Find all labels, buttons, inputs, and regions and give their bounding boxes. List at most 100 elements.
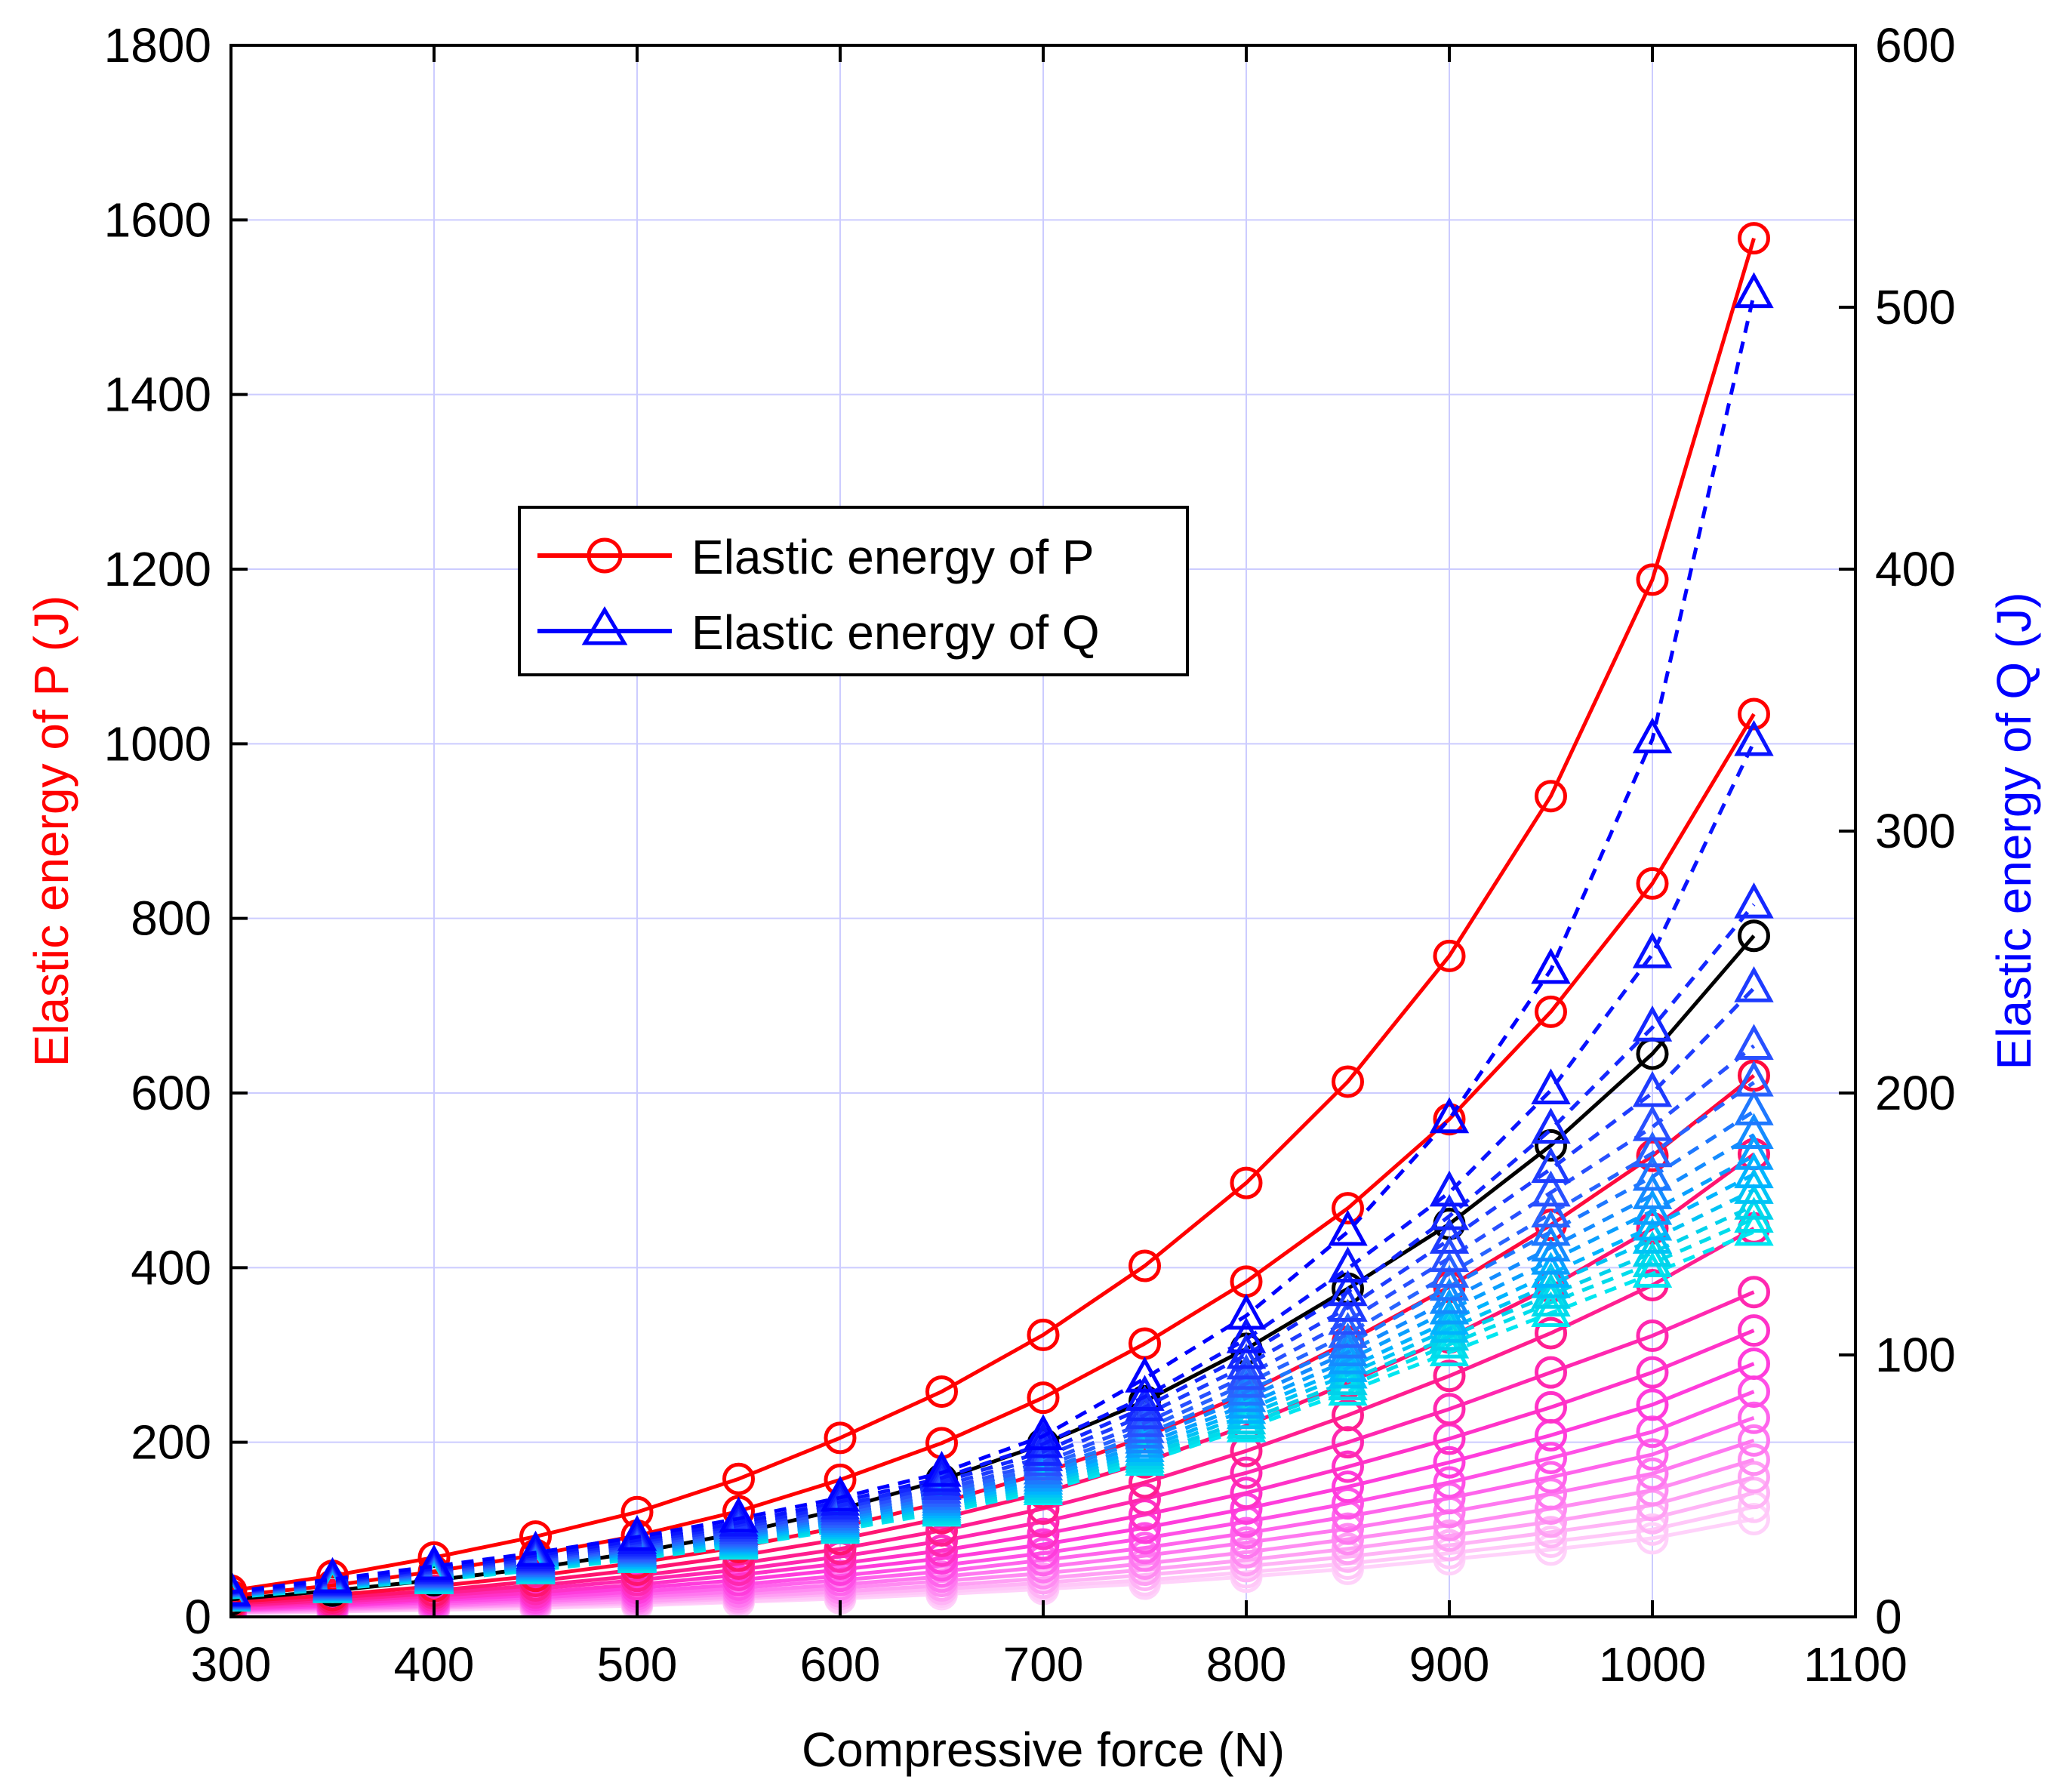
data-point-circle bbox=[1738, 1276, 1770, 1309]
data-point-triangle bbox=[1531, 1252, 1571, 1288]
data-point-triangle bbox=[617, 1514, 657, 1551]
data-point-circle bbox=[1535, 780, 1567, 813]
data-point-triangle bbox=[1429, 1236, 1470, 1273]
data-point-triangle bbox=[1328, 1369, 1368, 1406]
data-point-circle bbox=[1230, 1166, 1263, 1199]
data-point-circle bbox=[1332, 1512, 1364, 1545]
data-point-triangle bbox=[922, 1460, 962, 1496]
x-axis-title: Compressive force (N) bbox=[802, 1723, 1285, 1777]
data-point-triangle bbox=[1531, 1291, 1571, 1327]
y-tick-label-right: 400 bbox=[1875, 542, 1956, 596]
series-line-P9 bbox=[231, 1362, 1755, 1612]
data-point-triangle bbox=[1429, 1288, 1470, 1325]
data-point-circle bbox=[1535, 1526, 1567, 1559]
data-point-circle bbox=[925, 1375, 958, 1409]
data-point-triangle bbox=[1632, 1218, 1673, 1254]
data-point-triangle bbox=[922, 1450, 962, 1487]
series-line-Q2 bbox=[231, 741, 1756, 1595]
data-point-circle bbox=[1738, 919, 1770, 953]
data-point-triangle bbox=[922, 1455, 962, 1492]
data-point-circle bbox=[1230, 1456, 1263, 1489]
data-point-circle bbox=[824, 1421, 857, 1455]
data-point-triangle bbox=[922, 1464, 962, 1500]
data-point-triangle bbox=[1023, 1435, 1064, 1471]
data-point-triangle bbox=[1125, 1393, 1165, 1430]
data-point-circle bbox=[1332, 1450, 1364, 1483]
data-point-triangle bbox=[1734, 1209, 1774, 1246]
x-tick-label: 600 bbox=[800, 1637, 881, 1692]
data-point-circle bbox=[1738, 697, 1770, 731]
data-point-circle bbox=[1636, 1356, 1669, 1389]
data-point-triangle bbox=[820, 1483, 861, 1520]
data-point-triangle bbox=[1429, 1298, 1470, 1335]
y-tick-label-left: 1600 bbox=[104, 192, 211, 247]
data-point-triangle bbox=[719, 1500, 759, 1537]
data-point-triangle bbox=[1531, 1273, 1571, 1309]
data-point-circle bbox=[1433, 939, 1466, 972]
data-point-triangle bbox=[1734, 1089, 1774, 1125]
data-point-triangle bbox=[1734, 1196, 1774, 1233]
y-tick-label-right: 100 bbox=[1875, 1328, 1956, 1382]
data-point-triangle bbox=[1023, 1440, 1064, 1476]
data-point-triangle bbox=[231, 1569, 251, 1606]
axes: 300 400 500 600 700 800 900 1000 110002004006008… bbox=[104, 18, 1956, 1692]
data-point-circle bbox=[925, 1534, 958, 1567]
data-point-triangle bbox=[1125, 1412, 1165, 1449]
data-point-circle bbox=[1230, 1516, 1263, 1550]
data-point-triangle bbox=[820, 1479, 861, 1516]
series-P1 bbox=[231, 222, 1770, 1607]
data-point-circle bbox=[1332, 1065, 1364, 1098]
data-point-circle bbox=[1027, 1528, 1060, 1561]
data-point-circle bbox=[1332, 1399, 1364, 1432]
data-point-circle bbox=[1535, 995, 1567, 1028]
data-point-circle bbox=[1433, 1529, 1466, 1562]
data-point-triangle bbox=[1328, 1270, 1368, 1307]
data-point-triangle bbox=[1328, 1312, 1368, 1348]
y-tick-label-left: 200 bbox=[131, 1415, 211, 1470]
series-line-Q1 bbox=[231, 294, 1756, 1594]
data-point-triangle bbox=[1531, 1107, 1571, 1144]
data-point-triangle bbox=[1734, 1060, 1774, 1097]
data-point-circle bbox=[1535, 1477, 1567, 1510]
x-tick-label: 1000 bbox=[1599, 1637, 1706, 1692]
data-point-circle bbox=[1738, 1424, 1770, 1457]
data-point-circle bbox=[1535, 1461, 1567, 1494]
data-point-circle bbox=[1535, 1390, 1567, 1424]
data-point-triangle bbox=[1023, 1414, 1064, 1451]
data-point-circle bbox=[1738, 1314, 1770, 1347]
data-point-circle bbox=[1738, 1401, 1770, 1434]
y-tick-label-left: 0 bbox=[184, 1590, 211, 1644]
data-point-triangle bbox=[1429, 1170, 1470, 1207]
data-point-circle bbox=[1636, 563, 1669, 596]
data-point-circle bbox=[1129, 1483, 1161, 1516]
series-line-P8 bbox=[231, 1329, 1755, 1610]
data-point-circle bbox=[1535, 1516, 1567, 1549]
data-point-circle bbox=[1433, 1446, 1466, 1479]
y-tick-label-left: 1000 bbox=[104, 716, 211, 771]
data-point-triangle bbox=[1125, 1385, 1165, 1421]
data-point-circle bbox=[1027, 1537, 1060, 1570]
data-point-triangle bbox=[414, 1544, 454, 1581]
y-tick-label-right: 200 bbox=[1875, 1066, 1956, 1120]
data-point-triangle bbox=[1226, 1387, 1267, 1424]
x-tick-label: 700 bbox=[1003, 1637, 1084, 1692]
data-point-circle bbox=[1636, 1388, 1669, 1421]
legend-label-q: Elastic energy of Q bbox=[691, 605, 1100, 660]
data-point-triangle bbox=[1632, 931, 1673, 968]
data-point-triangle bbox=[1429, 1277, 1470, 1314]
data-point-triangle bbox=[1632, 1230, 1673, 1267]
data-point-triangle bbox=[1531, 1238, 1571, 1275]
data-point-circle bbox=[1636, 1319, 1669, 1353]
x-tick-label: 500 bbox=[597, 1637, 678, 1692]
data-point-triangle bbox=[1632, 1070, 1673, 1107]
data-point-circle bbox=[1027, 1318, 1060, 1351]
x-tick-label: 800 bbox=[1206, 1637, 1287, 1692]
y-tick-label-right: 500 bbox=[1875, 280, 1956, 334]
data-point-circle bbox=[1636, 1438, 1669, 1471]
data-point-circle bbox=[1738, 1443, 1770, 1476]
data-point-triangle bbox=[1328, 1246, 1368, 1282]
data-point-triangle bbox=[1531, 1262, 1571, 1298]
data-point-triangle bbox=[1531, 1209, 1571, 1246]
data-point-triangle bbox=[1632, 1241, 1673, 1278]
